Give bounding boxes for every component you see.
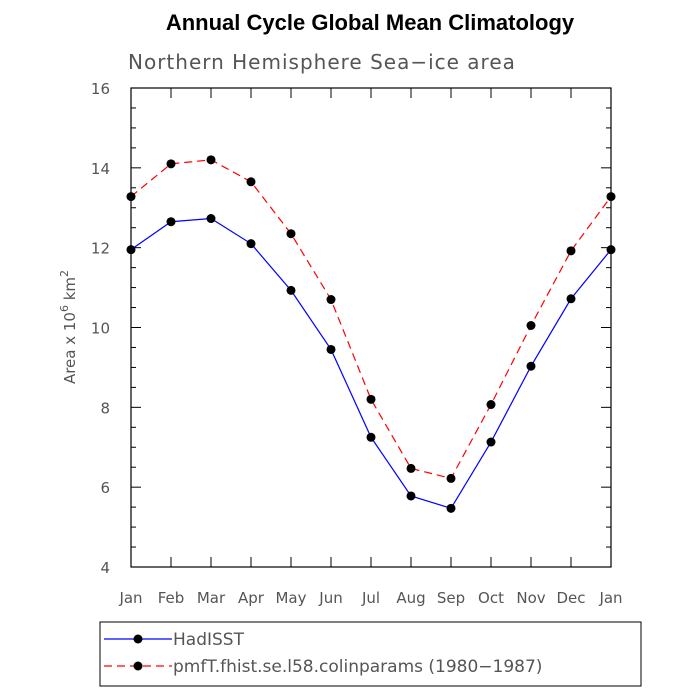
- x-tick-label: Jan: [118, 589, 142, 607]
- x-tick-label: Mar: [197, 589, 226, 607]
- x-tick-label: Apr: [238, 589, 265, 607]
- series-0-point: [286, 285, 296, 295]
- y-tick-label: 8: [100, 399, 110, 417]
- legend-label-hadisst: HadISST: [173, 630, 245, 650]
- x-tick-label: Jan: [598, 589, 622, 607]
- y-tick-label: 4: [100, 559, 110, 577]
- x-tick-label: Oct: [478, 589, 504, 607]
- x-axis: Jan Feb Mar Apr May Jun Jul Aug Sep Oct Nov Dec Jan: [118, 88, 623, 607]
- y-tick-label: 14: [91, 160, 110, 178]
- series-1-point: [246, 177, 256, 187]
- series-0-point: [406, 491, 416, 501]
- series-1-point: [126, 192, 136, 202]
- y-axis-label: Area x 106 km2: [58, 270, 79, 384]
- x-tick-label: May: [275, 589, 306, 607]
- legend-marker-hadisst: [133, 634, 143, 644]
- series-1-point: [206, 155, 216, 165]
- series-line-1: [130, 159, 612, 480]
- series-1-point: [486, 400, 496, 410]
- series-1-point: [406, 463, 416, 473]
- plot-frame: [130, 87, 612, 568]
- series-0-point: [606, 245, 616, 255]
- x-tick-label: Jun: [318, 589, 342, 607]
- chart-title: Annual Cycle Global Mean Climatology: [166, 10, 575, 35]
- plot-area: [130, 87, 612, 568]
- series-0-point: [246, 239, 256, 249]
- series-0-point: [566, 294, 576, 304]
- series-0-point: [206, 214, 216, 224]
- x-tick-label: Sep: [437, 589, 465, 607]
- x-tick-label: Nov: [516, 589, 545, 607]
- y-tick-label: 12: [91, 240, 110, 258]
- series-1-point: [606, 192, 616, 202]
- series-1-point: [566, 246, 576, 256]
- x-tick-label: Jul: [361, 589, 380, 607]
- series-1-point: [526, 321, 536, 331]
- y-tick-label: 10: [91, 320, 110, 338]
- series-0-point: [366, 432, 376, 442]
- series-0-point: [526, 361, 536, 371]
- y-tick-label: 6: [100, 479, 110, 497]
- legend: HadISST pmfT.fhist.se.l58.colinparams (1…: [99, 621, 642, 687]
- series-1-point: [446, 473, 456, 483]
- series-0-point: [446, 503, 456, 513]
- series-0-point: [486, 437, 496, 447]
- y-tick-label: 16: [91, 80, 110, 98]
- x-tick-label: Aug: [396, 589, 425, 607]
- series-1-point: [166, 159, 176, 169]
- legend-box: [99, 621, 642, 687]
- series-0-point: [166, 217, 176, 227]
- series-1-point: [326, 295, 336, 305]
- series-0-point: [126, 245, 136, 255]
- series-1-point: [286, 229, 296, 239]
- legend-marker-pmft: [133, 661, 143, 671]
- x-tick-label: Feb: [158, 589, 185, 607]
- legend-label-pmft: pmfT.fhist.se.l58.colinparams (1980−1987…: [173, 657, 542, 677]
- y-axis: 4 6 8 10 12 14 16: [91, 80, 611, 577]
- chart-subtitle: Northern Hemisphere Sea−ice area: [128, 50, 516, 74]
- series-line-0: [130, 217, 612, 510]
- series-layer: [126, 155, 616, 513]
- series-0-point: [326, 344, 336, 354]
- x-tick-label: Dec: [556, 589, 585, 607]
- series-1-point: [366, 394, 376, 404]
